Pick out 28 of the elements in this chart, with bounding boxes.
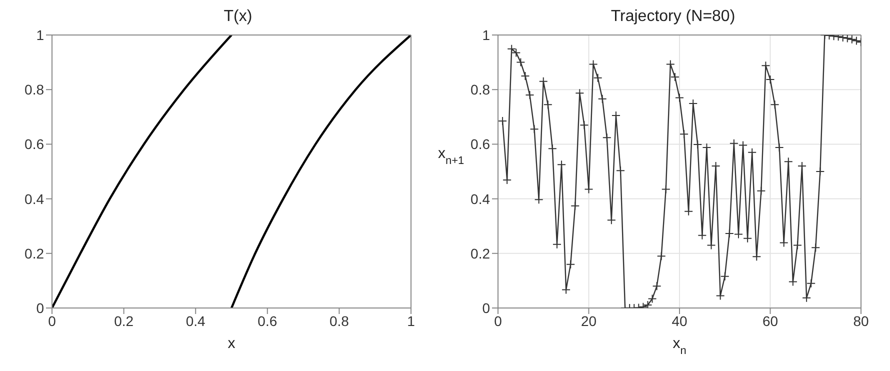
y-tick-label: 0.8 — [24, 82, 44, 98]
y-tick-label: 0.4 — [470, 190, 490, 207]
y-tick-label: 0 — [36, 300, 44, 316]
x-tick-label: 1 — [407, 312, 416, 329]
y-axis-title: x$_{n+1}$ — [438, 144, 464, 167]
x-tick-label: 20 — [580, 312, 597, 329]
y-tick-label: 0.6 — [470, 136, 490, 152]
y-tick-label: 0.2 — [470, 245, 490, 262]
x-tick-label: 0.2 — [114, 312, 134, 329]
x-tick-label: 40 — [672, 312, 688, 329]
chart-title: T(x) — [222, 8, 254, 27]
y-tick-label: 1 — [36, 26, 44, 43]
y-tick-label: 0.4 — [24, 190, 44, 207]
x-tick-label: 0 — [48, 312, 56, 329]
y-tick-label: 1 — [482, 26, 490, 43]
x-tick-label: 0.8 — [329, 312, 350, 329]
x-tick-label: 0.6 — [258, 312, 278, 329]
y-tick-label: 0.2 — [24, 245, 44, 262]
x-axis-title: x$_{n}$ — [672, 335, 686, 357]
x-tick-label: 0 — [494, 312, 502, 329]
x-tick-label: 60 — [762, 312, 778, 329]
y-tick-label: 0.6 — [24, 136, 44, 152]
x-axis-title: x — [228, 335, 236, 352]
x-tick-label: 80 — [853, 312, 869, 329]
y-tick-label: 0 — [482, 300, 490, 316]
chart-title: Trajectory (N=80) — [610, 8, 736, 27]
x-tick-label: 0.4 — [186, 312, 206, 329]
y-tick-label: 0.8 — [470, 82, 490, 98]
